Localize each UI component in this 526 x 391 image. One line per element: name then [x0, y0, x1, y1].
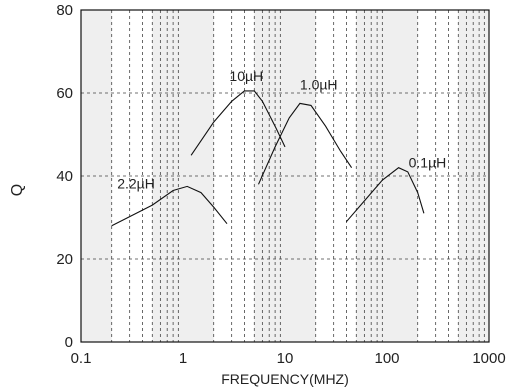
x-tick-label: 10	[277, 350, 294, 367]
x-tick-label: 1000	[472, 350, 505, 367]
x-tick-label: 1	[179, 350, 187, 367]
series-line	[111, 185, 228, 227]
y-tick-labels: 0 20 40 60 80	[56, 2, 73, 351]
curve-label: 2.2µH	[117, 175, 155, 191]
series-line	[190, 90, 286, 156]
x-tick-labels: 0.1 1 10 100 1000	[71, 350, 506, 367]
curve-labels: 2.2µH 10µH 1.0µH 0.1µH	[117, 68, 446, 191]
curve-label: 1.0µH	[300, 76, 338, 92]
x-axis-label: FREQUENCY(MHZ)	[221, 371, 349, 387]
series-line	[257, 102, 353, 185]
vertical-gridlines	[111, 10, 485, 342]
series-line	[345, 167, 425, 223]
curve-label: 10µH	[229, 68, 263, 84]
y-tick-label: 40	[56, 168, 73, 185]
y-tick-label: 0	[65, 334, 73, 351]
x-tick-label: 0.1	[71, 350, 92, 367]
y-tick-label: 20	[56, 251, 73, 268]
y-tick-label: 80	[56, 2, 73, 19]
series-curves	[111, 90, 425, 227]
y-axis-label: Q	[9, 184, 26, 196]
x-tick-label: 100	[374, 350, 399, 367]
plot-frame	[80, 9, 490, 343]
y-tick-label: 60	[56, 85, 73, 102]
horizontal-gridlines	[81, 92, 489, 260]
curve-label: 0.1µH	[409, 155, 447, 171]
